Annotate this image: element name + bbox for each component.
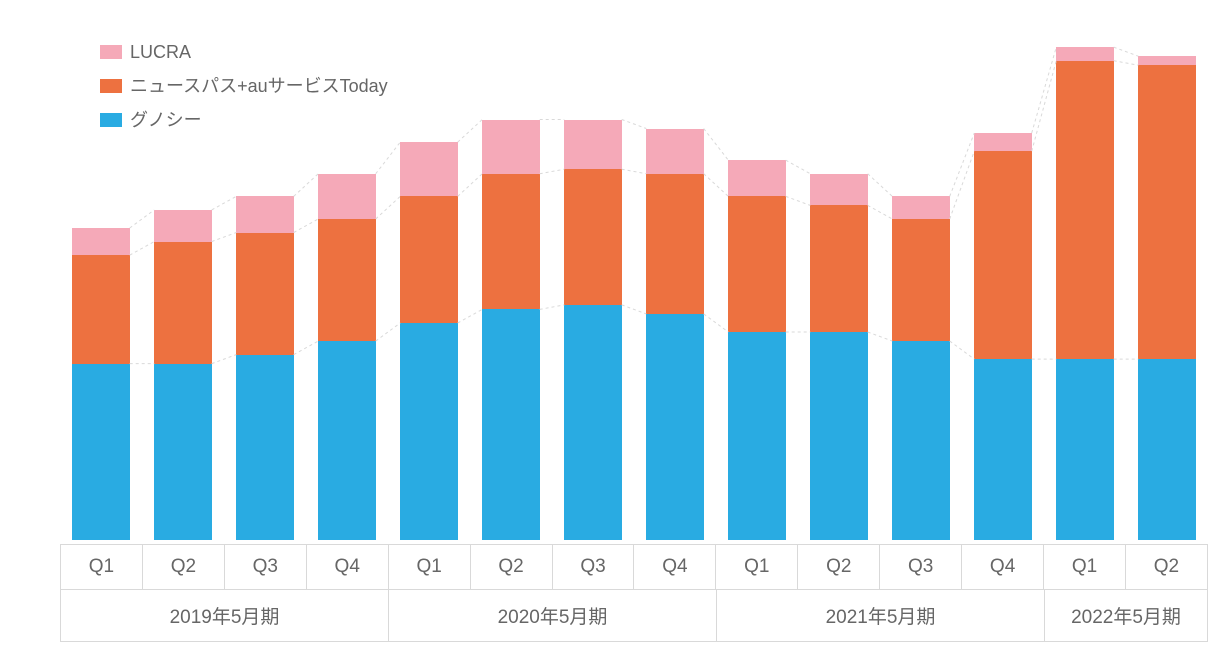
x-tick-quarter: Q1 xyxy=(715,544,797,590)
segment-lucra xyxy=(728,160,785,196)
x-tick-quarter: Q2 xyxy=(1125,544,1208,590)
x-tick-year: 2020年5月期 xyxy=(388,590,716,642)
segment-newspass xyxy=(482,174,539,310)
x-tick-quarter: Q2 xyxy=(142,544,224,590)
x-tick-quarter: Q3 xyxy=(879,544,961,590)
x-tick-quarter: Q1 xyxy=(1043,544,1125,590)
segment-gunosy xyxy=(1138,359,1195,540)
bar-group xyxy=(634,20,716,540)
segment-gunosy xyxy=(810,332,867,540)
bar-group xyxy=(306,20,388,540)
segment-lucra xyxy=(1138,56,1195,65)
bar xyxy=(236,196,293,540)
bar-group xyxy=(142,20,224,540)
segment-lucra xyxy=(400,142,457,196)
bar xyxy=(72,228,129,540)
bar xyxy=(892,196,949,540)
bar xyxy=(482,120,539,540)
segment-gunosy xyxy=(482,309,539,540)
segment-gunosy xyxy=(318,341,375,540)
segment-newspass xyxy=(400,196,457,323)
x-tick-quarter: Q4 xyxy=(633,544,715,590)
bar xyxy=(728,160,785,540)
segment-newspass xyxy=(154,242,211,364)
segment-newspass xyxy=(974,151,1031,359)
x-tick-quarter: Q2 xyxy=(797,544,879,590)
bar-group xyxy=(224,20,306,540)
x-tick-quarter: Q1 xyxy=(388,544,470,590)
segment-gunosy xyxy=(646,314,703,540)
bar-group xyxy=(798,20,880,540)
segment-newspass xyxy=(1056,61,1113,359)
segment-newspass xyxy=(72,255,129,364)
x-tick-quarter: Q1 xyxy=(60,544,142,590)
bar xyxy=(318,174,375,540)
x-tick-quarter: Q3 xyxy=(552,544,634,590)
segment-gunosy xyxy=(564,305,621,540)
segment-lucra xyxy=(72,228,129,255)
segment-newspass xyxy=(318,219,375,341)
bar xyxy=(400,142,457,540)
x-tick-quarter: Q4 xyxy=(961,544,1043,590)
bar-group xyxy=(388,20,470,540)
bar-group xyxy=(60,20,142,540)
segment-lucra xyxy=(646,129,703,174)
bar-group xyxy=(962,20,1044,540)
segment-newspass xyxy=(728,196,785,332)
segment-lucra xyxy=(892,196,949,219)
bar-group xyxy=(470,20,552,540)
bar xyxy=(810,174,867,540)
segment-lucra xyxy=(154,210,211,242)
x-axis-quarters: Q1Q2Q3Q4Q1Q2Q3Q4Q1Q2Q3Q4Q1Q2 xyxy=(60,544,1208,590)
bar-group xyxy=(880,20,962,540)
segment-newspass xyxy=(646,174,703,314)
segment-newspass xyxy=(236,233,293,355)
segment-newspass xyxy=(564,169,621,305)
x-tick-quarter: Q4 xyxy=(306,544,388,590)
plot-area xyxy=(60,20,1208,540)
segment-lucra xyxy=(482,120,539,174)
segment-lucra xyxy=(1056,47,1113,61)
segment-lucra xyxy=(974,133,1031,151)
bar xyxy=(646,129,703,540)
segment-gunosy xyxy=(400,323,457,540)
stacked-bar-chart: LUCRAニュースパス+auサービスTodayグノシー Q1Q2Q3Q4Q1Q2… xyxy=(0,0,1228,670)
segment-lucra xyxy=(236,196,293,232)
segment-lucra xyxy=(564,120,621,170)
bar-group xyxy=(716,20,798,540)
segment-newspass xyxy=(810,205,867,332)
bar-group xyxy=(552,20,634,540)
x-tick-year: 2019年5月期 xyxy=(60,590,388,642)
segment-gunosy xyxy=(72,364,129,540)
x-tick-quarter: Q3 xyxy=(224,544,306,590)
bar xyxy=(1056,47,1113,540)
x-axis-years: 2019年5月期2020年5月期2021年5月期2022年5月期 xyxy=(60,590,1208,642)
segment-gunosy xyxy=(236,355,293,540)
bar xyxy=(564,120,621,541)
segment-newspass xyxy=(1138,65,1195,359)
x-tick-year: 2022年5月期 xyxy=(1044,590,1208,642)
bar-group xyxy=(1126,20,1208,540)
bar-group xyxy=(1044,20,1126,540)
segment-gunosy xyxy=(892,341,949,540)
segment-newspass xyxy=(892,219,949,341)
segment-gunosy xyxy=(1056,359,1113,540)
segment-gunosy xyxy=(154,364,211,540)
segment-lucra xyxy=(318,174,375,219)
bar xyxy=(1138,56,1195,540)
bar xyxy=(154,210,211,540)
x-tick-quarter: Q2 xyxy=(470,544,552,590)
x-tick-year: 2021年5月期 xyxy=(716,590,1044,642)
bar xyxy=(974,133,1031,540)
segment-lucra xyxy=(810,174,867,206)
segment-gunosy xyxy=(728,332,785,540)
segment-gunosy xyxy=(974,359,1031,540)
bars-container xyxy=(60,20,1208,540)
